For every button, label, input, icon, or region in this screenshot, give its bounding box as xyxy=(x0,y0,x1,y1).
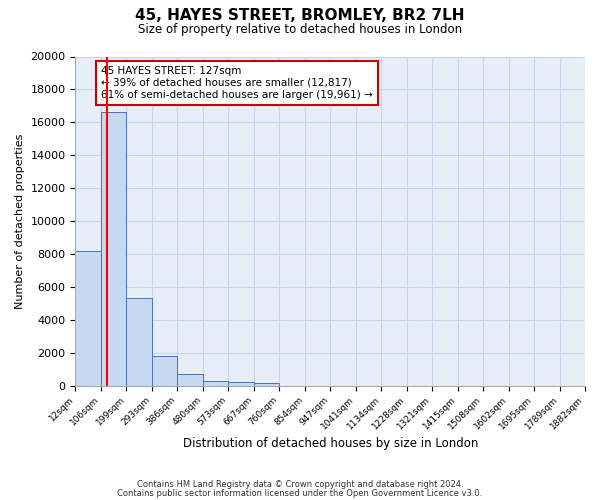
Bar xyxy=(127,298,152,386)
X-axis label: Distribution of detached houses by size in London: Distribution of detached houses by size … xyxy=(182,437,478,450)
Bar xyxy=(178,374,203,386)
Text: 45, HAYES STREET, BROMLEY, BR2 7LH: 45, HAYES STREET, BROMLEY, BR2 7LH xyxy=(135,8,465,22)
Text: Size of property relative to detached houses in London: Size of property relative to detached ho… xyxy=(138,22,462,36)
Text: 45 HAYES STREET: 127sqm
← 39% of detached houses are smaller (12,817)
61% of sem: 45 HAYES STREET: 127sqm ← 39% of detache… xyxy=(101,66,373,100)
Text: Contains HM Land Registry data © Crown copyright and database right 2024.: Contains HM Land Registry data © Crown c… xyxy=(137,480,463,489)
Bar xyxy=(254,383,279,386)
Bar xyxy=(152,356,178,386)
Bar xyxy=(203,380,228,386)
Y-axis label: Number of detached properties: Number of detached properties xyxy=(15,134,25,308)
Bar xyxy=(76,250,101,386)
Bar xyxy=(101,112,127,386)
Text: Contains public sector information licensed under the Open Government Licence v3: Contains public sector information licen… xyxy=(118,489,482,498)
Bar xyxy=(228,382,254,386)
